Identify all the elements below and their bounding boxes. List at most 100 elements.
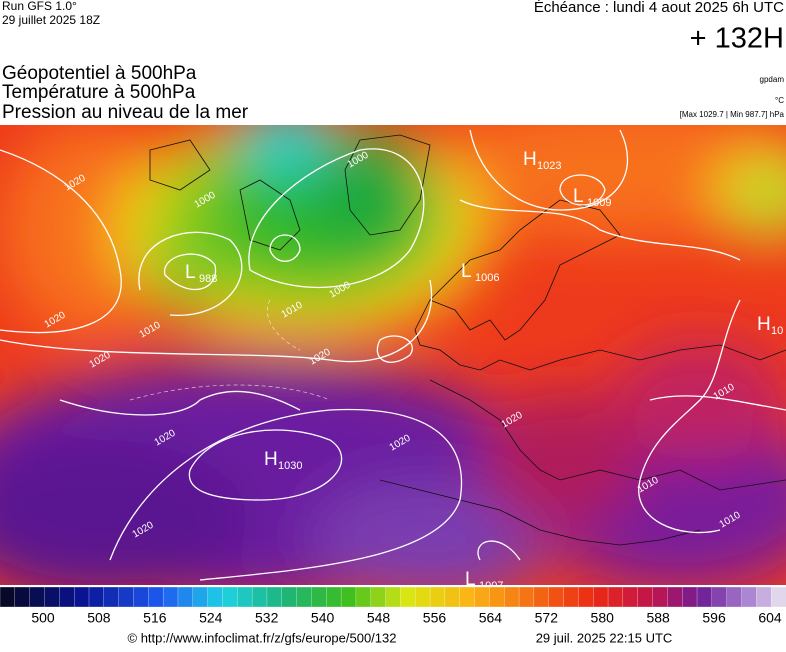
colorbar-swatch bbox=[726, 586, 743, 608]
colorbar-swatch bbox=[207, 586, 224, 608]
colorbar-swatch bbox=[385, 586, 402, 608]
pressure-center-value: 1006 bbox=[475, 272, 499, 284]
colorbar-swatch bbox=[415, 586, 431, 608]
colorbar-swatch bbox=[593, 586, 609, 608]
unit-temperature: °C bbox=[775, 96, 784, 105]
colorbar-swatch bbox=[88, 586, 105, 608]
title-pressure: Pression au niveau de la mer bbox=[2, 102, 249, 123]
colorbar-swatch bbox=[355, 586, 372, 608]
colorbar-swatch bbox=[74, 586, 90, 608]
colorbar-tick-label: 524 bbox=[199, 610, 223, 626]
colorbar-tick-label: 604 bbox=[758, 610, 782, 626]
colorbar-tick-label: 540 bbox=[311, 610, 335, 626]
colorbar-swatch bbox=[133, 586, 149, 608]
title-temperature: Température à 500hPa bbox=[2, 82, 196, 103]
colorbar-swatch bbox=[578, 586, 594, 608]
pressure-center-letter: H bbox=[523, 149, 537, 170]
colorbar-swatch bbox=[756, 586, 772, 608]
colorbar-swatch bbox=[326, 586, 342, 608]
colorbar-swatch bbox=[340, 586, 357, 608]
colorbar-swatch bbox=[607, 586, 624, 608]
colorbar-swatch bbox=[177, 586, 194, 608]
colorbar-swatch bbox=[652, 586, 669, 608]
colorbar-swatch bbox=[222, 586, 238, 608]
colorbar-swatch bbox=[711, 586, 728, 608]
coastlines bbox=[149, 134, 786, 546]
footer-url: © http://www.infoclimat.fr/z/gfs/europe/… bbox=[128, 630, 397, 645]
title-geopotential: Géopotentiel à 500hPa bbox=[2, 63, 197, 84]
colorbar-swatch bbox=[637, 586, 654, 608]
pressure-center-letter: L bbox=[461, 261, 472, 282]
pressure-center-letter: L bbox=[573, 186, 584, 207]
colorbar-swatch bbox=[251, 586, 268, 608]
unit-pressure: [Max 1029.7 | Min 987.7] hPa bbox=[680, 110, 785, 119]
run-time: 29 juillet 2025 18Z bbox=[2, 13, 100, 27]
pressure-center-value: 1009 bbox=[587, 197, 611, 209]
map-field bbox=[0, 125, 786, 585]
colorbar-swatch bbox=[429, 586, 446, 608]
colorbar-swatch bbox=[59, 586, 75, 608]
colorbar-swatch bbox=[504, 586, 520, 608]
colorbar-swatch bbox=[192, 586, 209, 608]
colorbar-swatch bbox=[0, 586, 16, 608]
colorbar-tick-label: 556 bbox=[423, 610, 447, 626]
colorbar: 500 508 516 524 532 540 548 556 564 572 580 588 596 6… bbox=[0, 586, 786, 626]
footer-timestamp: 29 juil. 2025 22:15 UTC bbox=[536, 630, 673, 645]
colorbar-swatch bbox=[533, 586, 550, 608]
colorbar-swatch bbox=[237, 586, 253, 608]
colorbar-swatch bbox=[281, 586, 298, 608]
pressure-center-value: 10 bbox=[771, 325, 783, 337]
colorbar-swatch bbox=[518, 586, 535, 608]
colorbar-tick-label: 500 bbox=[31, 610, 55, 626]
colorbar-tick-label: 572 bbox=[535, 610, 559, 626]
colorbar-swatch bbox=[44, 586, 60, 608]
colorbar-swatch bbox=[266, 586, 283, 608]
colorbar-swatch bbox=[400, 586, 416, 608]
colorbar-swatch bbox=[14, 586, 31, 608]
colorbar-swatch bbox=[370, 586, 387, 608]
colorbar-tick-label: 564 bbox=[479, 610, 503, 626]
lead-time: + 132H bbox=[690, 23, 784, 55]
pressure-center-letter: H bbox=[757, 314, 771, 335]
pressure-center-value: 1023 bbox=[537, 160, 561, 172]
colorbar-swatch bbox=[148, 586, 164, 608]
colorbar-swatch bbox=[118, 586, 135, 608]
valid-time: Échéance : lundi 4 aout 2025 6h UTC bbox=[534, 0, 784, 16]
colorbar-swatch bbox=[771, 586, 786, 608]
colorbar-swatch bbox=[29, 586, 46, 608]
pressure-center-value: 988 bbox=[199, 273, 217, 285]
colorbar-swatch bbox=[474, 586, 491, 608]
colorbar-swatch bbox=[103, 586, 120, 608]
colorbar-swatch bbox=[444, 586, 461, 608]
colorbar-swatch bbox=[696, 586, 713, 608]
pressure-center-value: 1030 bbox=[278, 460, 302, 472]
pressure-center-letter: H bbox=[264, 449, 278, 470]
colorbar-tick-label: 580 bbox=[591, 610, 615, 626]
colorbar-swatch bbox=[682, 586, 698, 608]
run-label: Run GFS 1.0° bbox=[2, 0, 77, 13]
colorbar-swatch bbox=[563, 586, 580, 608]
colorbar-swatch bbox=[741, 586, 757, 608]
colorbar-swatch bbox=[489, 586, 505, 608]
colorbar-tick-label: 532 bbox=[255, 610, 279, 626]
pressure-center-letter: L bbox=[465, 569, 476, 590]
colorbar-swatch bbox=[622, 586, 639, 608]
pressure-center-letter: L bbox=[185, 262, 196, 283]
colorbar-tick-label: 596 bbox=[702, 610, 726, 626]
colorbar-swatch bbox=[311, 586, 327, 608]
colorbar-swatch bbox=[548, 586, 565, 608]
colorbar-tick-label: 588 bbox=[646, 610, 670, 626]
colorbar-tick-label: 516 bbox=[143, 610, 167, 626]
colorbar-swatch bbox=[296, 586, 313, 608]
isobars bbox=[0, 129, 786, 581]
colorbar-swatch bbox=[459, 586, 476, 608]
colorbar-tick-label: 508 bbox=[87, 610, 111, 626]
unit-geopotential: gpdam bbox=[760, 75, 785, 84]
colorbar-swatch bbox=[667, 586, 683, 608]
colorbar-swatch bbox=[162, 586, 179, 608]
colorbar-tick-label: 548 bbox=[367, 610, 391, 626]
isotherms bbox=[129, 299, 331, 401]
